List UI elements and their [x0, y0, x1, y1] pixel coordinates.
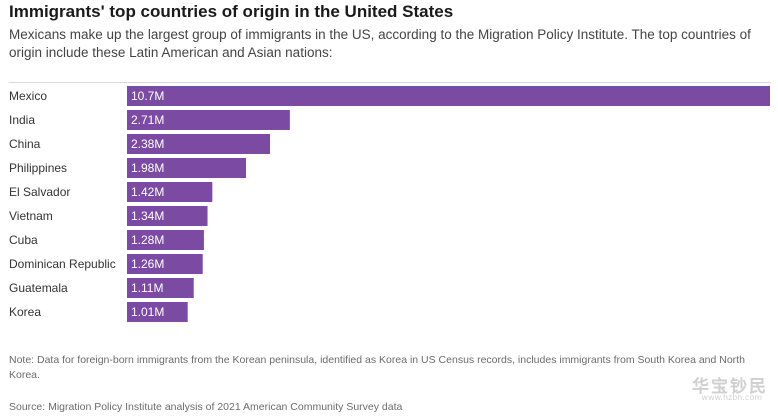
bar-value-label: 1.28M [131, 233, 164, 247]
bar [127, 134, 271, 154]
bar-value-label: 2.71M [131, 113, 164, 127]
bar-value-label: 2.38M [131, 137, 164, 151]
bar [127, 278, 194, 298]
bar [127, 206, 208, 226]
bar-value-label: 1.11M [131, 281, 163, 295]
category-label: Vietnam [9, 209, 53, 223]
bar-value-label: 1.01M [131, 305, 164, 319]
bar-value-label: 1.98M [131, 161, 164, 175]
category-label: Mexico [9, 89, 47, 103]
category-label: El Salvador [9, 185, 70, 199]
bar [127, 110, 290, 130]
bar-value-label: 10.7M [131, 89, 164, 103]
category-label: Guatemala [9, 281, 68, 295]
category-label: Philippines [9, 161, 67, 175]
bar-value-label: 1.26M [131, 257, 164, 271]
bar [127, 158, 246, 178]
category-label: India [9, 113, 35, 127]
watermark-url: www.hzbn.com [701, 393, 762, 402]
bar [127, 254, 203, 274]
bar-value-label: 1.42M [131, 185, 164, 199]
bar [127, 86, 770, 106]
chart-source: Source: Migration Policy Institute analy… [9, 401, 403, 413]
category-label: Cuba [9, 233, 38, 247]
bar-value-label: 1.34M [131, 209, 164, 223]
chart-title: Immigrants' top countries of origin in t… [9, 2, 454, 21]
bar [127, 182, 213, 202]
chart-subtitle: Mexicans make up the largest group of im… [9, 27, 751, 60]
category-label: Dominican Republic [9, 257, 116, 271]
chart-note: Note: Data for foreign-born immigrants f… [9, 354, 745, 381]
bar [127, 302, 188, 322]
bar [127, 230, 204, 250]
category-label: Korea [9, 305, 41, 319]
category-label: China [9, 137, 41, 151]
watermark-logo: 华宝钞民 [692, 377, 768, 397]
bar-chart: Mexico 10.7M India 2.71M China 2.38M Philippin… [9, 86, 770, 322]
header-divider [9, 82, 771, 83]
